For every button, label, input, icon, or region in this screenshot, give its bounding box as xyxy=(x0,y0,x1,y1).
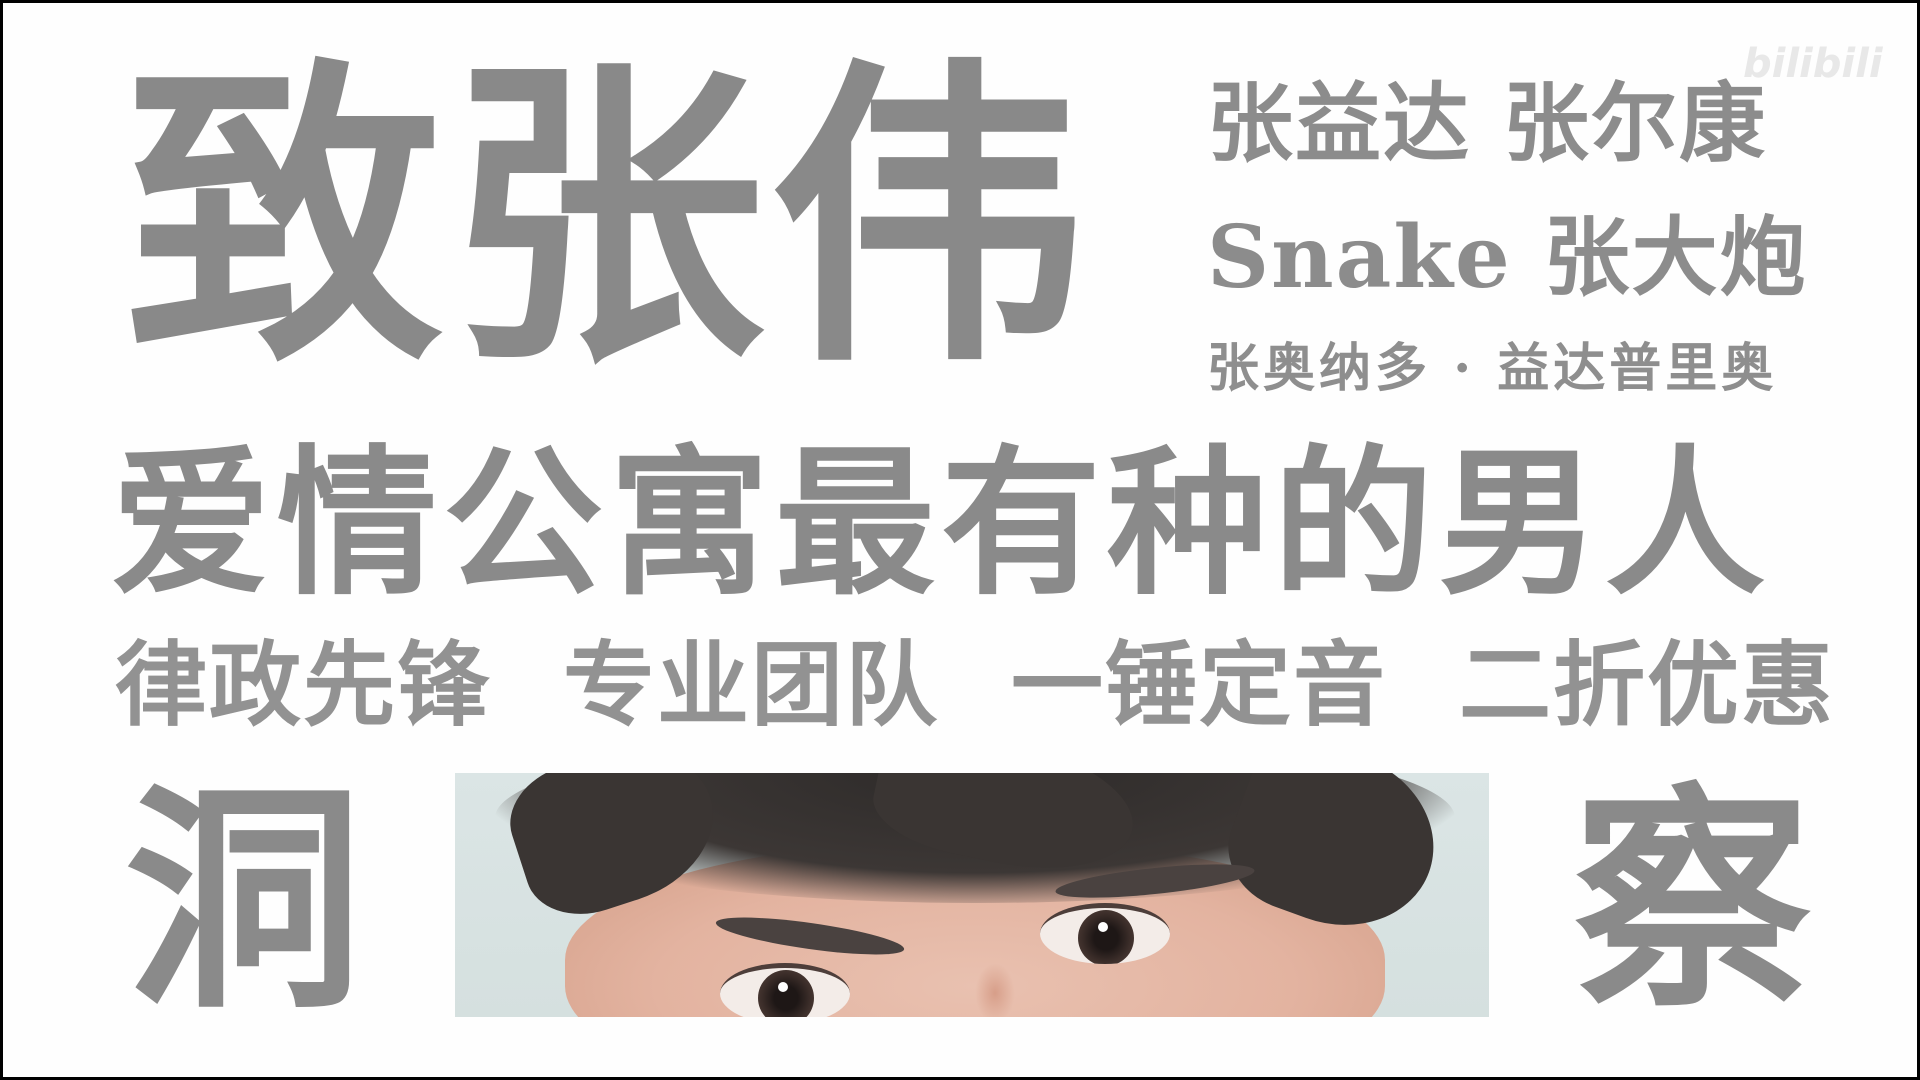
nickname-line-2: Snake 张大炮 xyxy=(1207,207,1808,308)
poster-title: 致张伟 xyxy=(125,30,1091,404)
poster-slide: bilibili 致张伟 张益达 张尔康 Snake 张大炮 张奥纳多 · 益达… xyxy=(3,3,1917,1077)
left-eye xyxy=(720,963,850,1017)
bottom-left-char: 洞 xyxy=(125,762,363,1041)
right-eye xyxy=(1040,903,1170,964)
nickname-line-3: 张奥纳多 · 益达普里奥 xyxy=(1207,338,1778,399)
bottom-right-char: 察 xyxy=(1573,762,1811,1041)
slogan-3: 一锤定音 xyxy=(1010,631,1387,739)
headline: 爱情公寓最有种的男人 xyxy=(111,429,1772,617)
nose-shadow xyxy=(975,963,1015,1017)
nickname-line-1: 张益达 张尔康 xyxy=(1207,73,1767,174)
eyes-photo xyxy=(455,773,1489,1017)
bilibili-watermark: bilibili xyxy=(1743,41,1883,87)
slogan-row: 律政先锋 专业团队 一锤定音 二折优惠 xyxy=(115,639,1835,731)
slogan-2: 专业团队 xyxy=(562,631,939,739)
slogan-4: 二折优惠 xyxy=(1458,631,1835,739)
slogan-1: 律政先锋 xyxy=(115,631,492,739)
